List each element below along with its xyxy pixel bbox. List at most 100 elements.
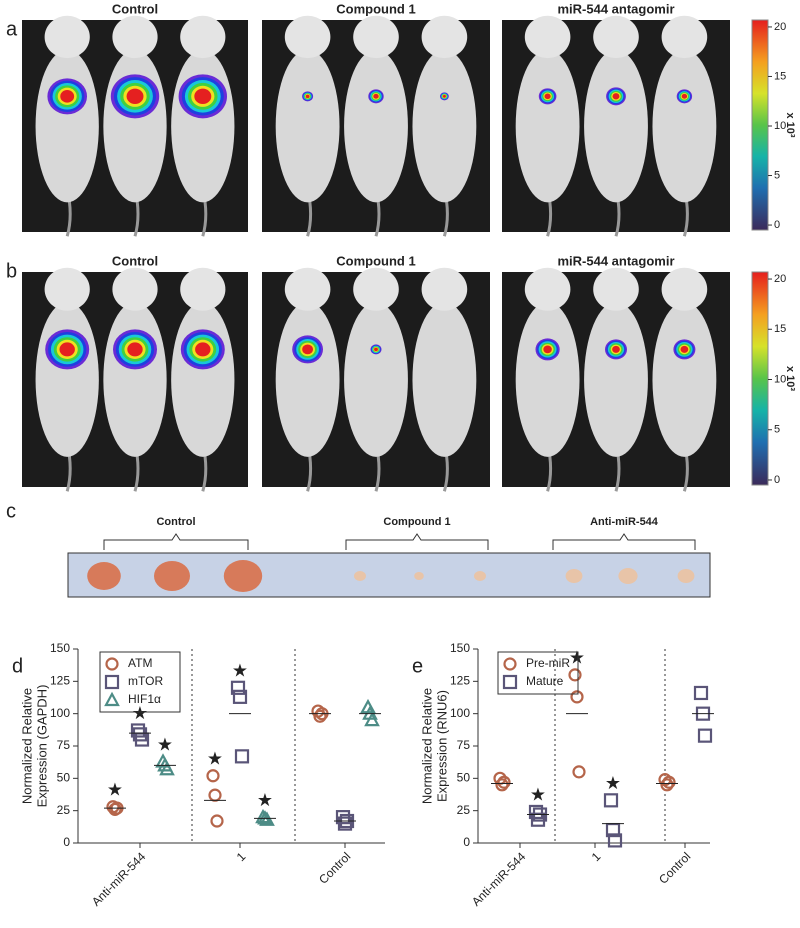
x-tick-label: 1 xyxy=(589,849,604,864)
mouse-head xyxy=(524,267,571,311)
signal xyxy=(302,344,313,355)
significance-star: ★ xyxy=(530,785,546,805)
bracket xyxy=(103,533,249,550)
colorbar xyxy=(751,19,769,231)
image-title: Compound 1 xyxy=(336,253,415,268)
point xyxy=(570,690,584,704)
colorbar-unit: x 10³ xyxy=(784,112,796,137)
point xyxy=(130,723,146,738)
mouse-head xyxy=(421,15,468,59)
point xyxy=(259,811,275,826)
group-label: Control xyxy=(156,516,195,528)
y-tick-label: 0 xyxy=(463,835,470,849)
x-tick-label: Anti-miR-544 xyxy=(89,849,149,909)
tumor xyxy=(87,562,121,590)
colorbar-tick-label: 15 xyxy=(774,70,786,82)
colorbar-tick-label: 20 xyxy=(774,273,786,285)
signal xyxy=(681,93,688,99)
y-axis-label: Expression (GAPDH) xyxy=(34,685,49,808)
panel-label: d xyxy=(12,655,23,677)
point xyxy=(528,804,544,820)
signal xyxy=(59,342,75,357)
significance-star: ★ xyxy=(232,661,248,681)
point xyxy=(603,793,619,808)
y-axis-label: Normalized Relative xyxy=(419,688,434,804)
signal xyxy=(195,342,211,357)
image-title: Compound 1 xyxy=(336,1,415,16)
mouse-head xyxy=(112,267,158,311)
mouse-body xyxy=(275,49,340,203)
x-tick-label: Control xyxy=(656,849,693,886)
point xyxy=(693,685,709,701)
point xyxy=(159,760,175,776)
mouse-head xyxy=(593,15,639,59)
mouse-head xyxy=(593,267,639,311)
y-tick-label: 100 xyxy=(450,706,470,720)
y-tick-label: 25 xyxy=(457,803,471,817)
significance-star: ★ xyxy=(107,780,123,800)
point xyxy=(104,691,120,707)
y-tick-label: 0 xyxy=(63,835,70,849)
y-tick-label: 125 xyxy=(450,674,470,688)
tumor xyxy=(154,561,190,591)
mouse-body xyxy=(171,49,235,203)
colorbar-tick-label: 0 xyxy=(774,219,780,231)
mouse-body xyxy=(103,302,167,457)
tumor xyxy=(618,568,638,584)
signal xyxy=(612,93,620,100)
x-tick-label: Anti-miR-544 xyxy=(469,849,529,909)
signal xyxy=(60,90,75,103)
point xyxy=(206,769,220,783)
mouse-head xyxy=(421,267,468,311)
legend-label: ATM xyxy=(128,656,152,670)
colorbar-tick-label: 5 xyxy=(774,169,780,181)
colorbar-tick-label: 10 xyxy=(774,373,786,385)
point xyxy=(364,711,380,727)
point xyxy=(208,788,222,802)
point xyxy=(572,765,586,779)
panel-label: c xyxy=(6,500,16,522)
y-tick-label: 50 xyxy=(457,771,471,785)
panel-label: a xyxy=(6,18,18,40)
mouse-body xyxy=(344,302,408,457)
point xyxy=(337,816,353,831)
mouse-body xyxy=(275,302,340,457)
signal xyxy=(127,342,143,357)
point xyxy=(697,728,713,743)
point xyxy=(232,689,248,704)
y-tick-label: 25 xyxy=(57,803,71,817)
mouse-head xyxy=(661,267,708,311)
point xyxy=(568,668,582,682)
significance-star: ★ xyxy=(157,734,173,754)
bracket xyxy=(552,533,696,550)
significance-star: ★ xyxy=(207,748,223,768)
point xyxy=(607,833,623,848)
image-title: Control xyxy=(112,1,158,16)
point xyxy=(662,775,676,789)
x-tick-label: Control xyxy=(316,849,353,886)
mouse-body xyxy=(652,302,717,457)
mouse-head xyxy=(284,267,331,311)
colorbar-tick-label: 20 xyxy=(774,21,786,33)
mouse-body xyxy=(35,49,99,203)
signal xyxy=(126,88,144,105)
point xyxy=(105,657,119,671)
mouse-head xyxy=(284,15,331,59)
group-label: Anti-miR-544 xyxy=(590,516,659,528)
point xyxy=(234,749,250,764)
tumor xyxy=(414,572,424,580)
mouse-head xyxy=(180,267,226,311)
colorbar-tick-label: 0 xyxy=(774,474,780,486)
mouse-body xyxy=(412,49,477,203)
signal xyxy=(373,93,379,99)
y-tick-label: 50 xyxy=(57,771,71,785)
mouse-head xyxy=(180,15,226,59)
mouse-body xyxy=(584,302,648,457)
significance-star: ★ xyxy=(132,703,148,723)
colorbar-unit: x 10³ xyxy=(784,366,796,391)
mouse-body xyxy=(515,49,580,203)
signal xyxy=(442,94,446,98)
mouse-body xyxy=(35,302,99,457)
colorbar-tick-label: 5 xyxy=(774,424,780,436)
